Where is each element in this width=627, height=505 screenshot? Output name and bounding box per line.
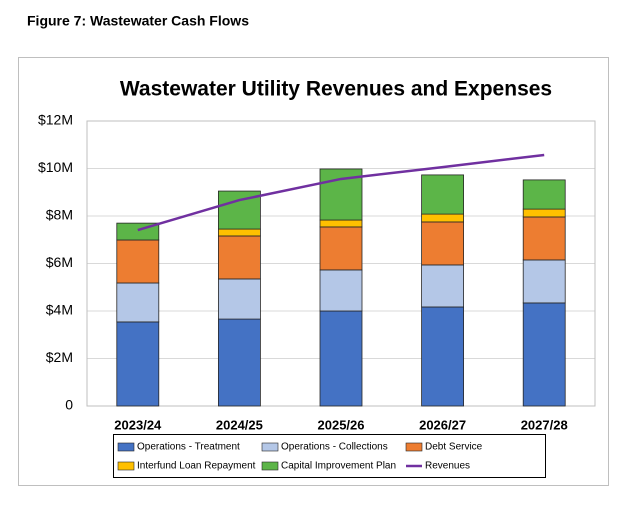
legend-swatch xyxy=(117,442,135,452)
bar-segment xyxy=(319,269,363,312)
bar-segment xyxy=(217,228,261,237)
bar-segment xyxy=(319,310,363,407)
bar-segment xyxy=(421,264,465,308)
legend-swatch xyxy=(261,461,279,471)
legend-swatch xyxy=(405,442,423,452)
y-tick-label: $12M xyxy=(38,112,73,128)
x-tick-label: 2027/28 xyxy=(521,417,568,432)
y-tick-label: $6M xyxy=(46,254,73,270)
legend-label: Capital Improvement Plan xyxy=(281,461,396,472)
bar-segment xyxy=(421,213,465,223)
bar-segment xyxy=(217,190,261,230)
legend-label: Interfund Loan Repayment xyxy=(137,461,256,472)
legend-swatch xyxy=(117,461,135,471)
bar-segment xyxy=(421,221,465,266)
legend-label: Operations - Collections xyxy=(281,442,388,453)
bar-segment xyxy=(116,321,160,407)
bar-segment xyxy=(217,278,261,320)
y-tick-label: $4M xyxy=(46,302,73,318)
legend-label: Operations - Treatment xyxy=(137,442,240,453)
x-tick-label: 2026/27 xyxy=(419,417,466,432)
bar-segment xyxy=(217,318,261,407)
x-tick-label: 2023/24 xyxy=(114,417,162,432)
y-tick-label: 0 xyxy=(65,397,73,413)
bar-segment xyxy=(522,208,566,218)
bar-segment xyxy=(319,226,363,271)
bar-segment xyxy=(217,235,261,280)
bar-segment xyxy=(522,302,566,407)
x-tick-label: 2025/26 xyxy=(318,417,365,432)
bar-segment xyxy=(522,259,566,304)
y-tick-label: $2M xyxy=(46,349,73,365)
legend-box xyxy=(113,434,546,478)
legend-swatch xyxy=(261,442,279,452)
y-tick-label: $8M xyxy=(46,207,73,223)
bar-segment xyxy=(421,306,465,407)
chart-title: Wastewater Utility Revenues and Expenses xyxy=(120,78,552,101)
legend-label: Revenues xyxy=(425,461,470,472)
bar-segment xyxy=(319,219,363,228)
bar-segment xyxy=(522,216,566,261)
bar-segment xyxy=(116,282,160,323)
caption: Figure 7: Wastewater Cash Flows xyxy=(27,13,249,29)
bar-segment xyxy=(116,239,160,284)
legend-label: Debt Service xyxy=(425,442,483,453)
x-tick-label: 2024/25 xyxy=(216,417,263,432)
bar-segment xyxy=(522,179,566,210)
y-tick-label: $10M xyxy=(38,159,73,175)
revenue-line xyxy=(137,153,545,232)
bar-segment xyxy=(421,174,465,215)
